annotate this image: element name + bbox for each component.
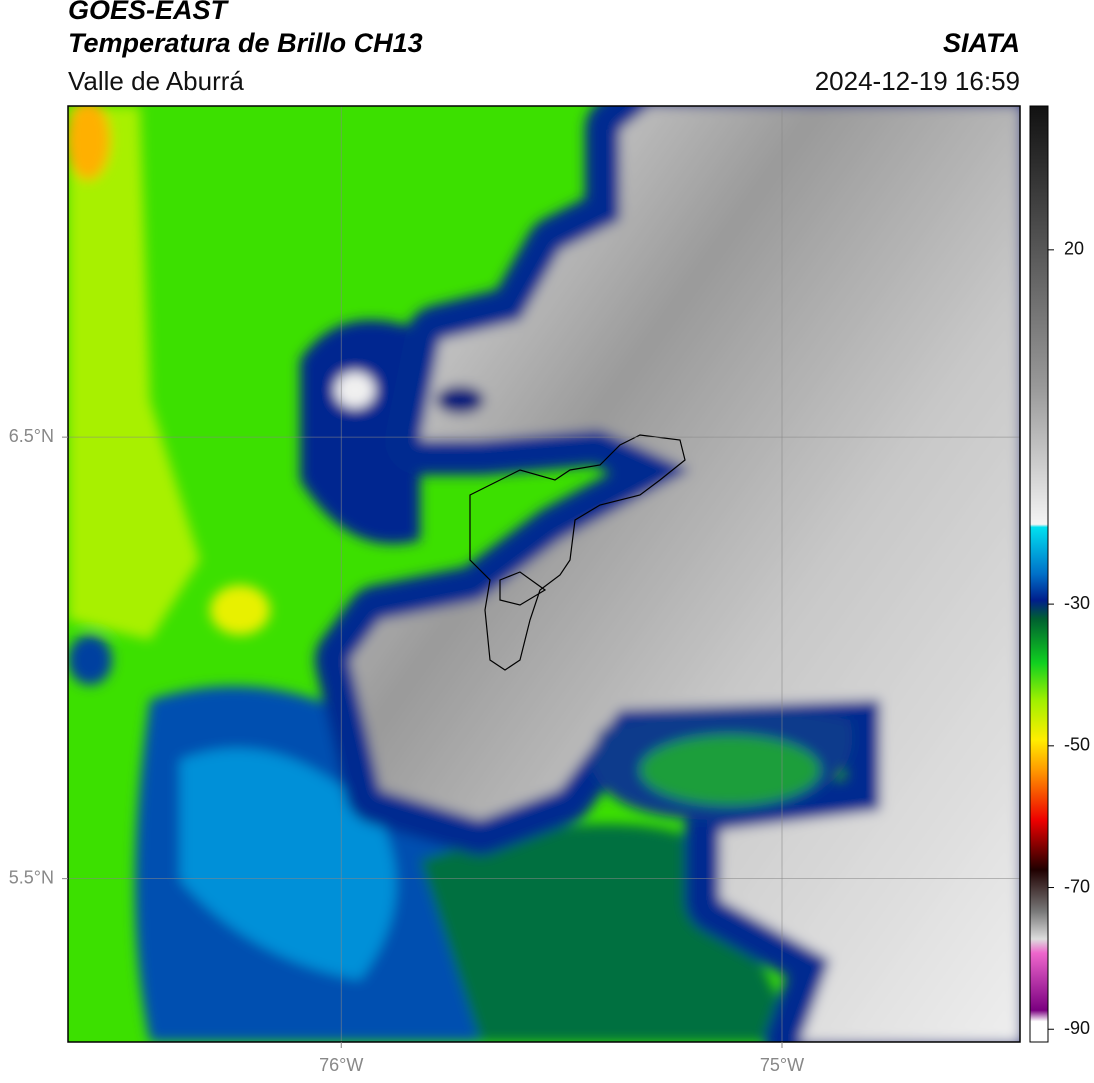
subtitle: Temperatura de Brillo CH13	[68, 28, 423, 58]
colorbar-tick-label: -30	[1064, 593, 1090, 613]
grid	[68, 106, 1020, 1042]
colorbar-tick-label: -70	[1064, 876, 1090, 896]
map-field	[68, 106, 1020, 1042]
x-tick-label: 75°W	[760, 1055, 804, 1075]
title: GOES-EAST	[68, 0, 230, 25]
datetime: 2024-12-19 16:59	[815, 66, 1020, 96]
y-tick-label: 6.5°N	[9, 426, 54, 446]
region-outline	[469, 434, 686, 671]
colorbar-tick-label: 20	[1064, 239, 1084, 259]
region: Valle de Aburrá	[68, 66, 244, 96]
colorbar-tick-label: -50	[1064, 735, 1090, 755]
x-tick-label: 76°W	[319, 1055, 363, 1075]
map-frame	[67, 105, 1021, 1043]
colorbar-tick-label: -90	[1064, 1018, 1090, 1038]
colorbar	[1029, 105, 1049, 1043]
source: SIATA	[943, 28, 1020, 58]
y-tick-label: 5.5°N	[9, 867, 54, 887]
